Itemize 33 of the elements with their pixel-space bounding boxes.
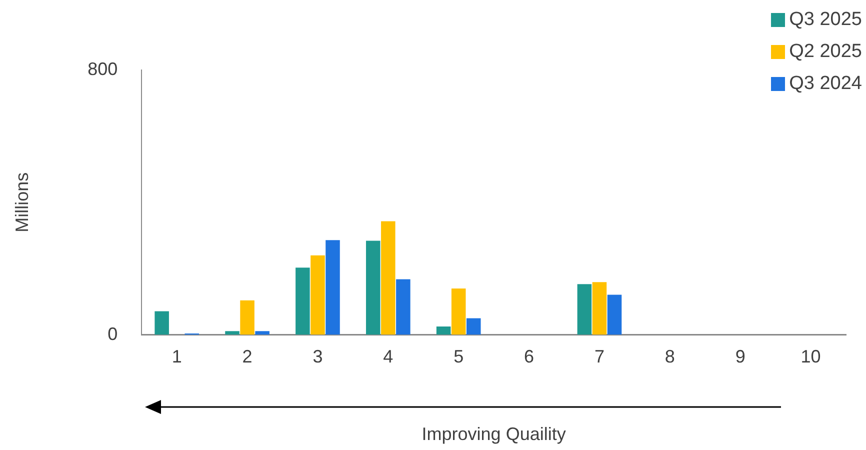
x-tick-label: 9: [735, 346, 746, 367]
bar: [326, 240, 340, 335]
x-tick-label: 3: [312, 346, 323, 367]
bar: [154, 311, 169, 335]
bar: [451, 288, 466, 335]
bar: [366, 240, 380, 335]
x-tick-label: 6: [524, 346, 534, 367]
x-tick-label: 4: [383, 346, 394, 367]
bar: [436, 326, 451, 335]
bar: [240, 300, 254, 335]
x-tick-label: 8: [664, 346, 675, 367]
y-tick-label: 0: [108, 324, 118, 344]
bar: [577, 284, 592, 335]
x-tick-label: 2: [242, 346, 252, 367]
legend-label: Q3 2025: [789, 9, 862, 31]
bar: [296, 268, 310, 335]
x-axis-title: Improving Quaility: [422, 424, 566, 444]
bar: [592, 282, 607, 335]
x-tick-label: 7: [594, 346, 604, 367]
bar: [466, 318, 481, 335]
x-tick-label: 1: [172, 346, 182, 367]
y-tick-label: 800: [88, 58, 118, 79]
legend-label: Q2 2025: [789, 41, 862, 63]
bar: [310, 255, 325, 335]
x-tick-label: 10: [800, 346, 821, 367]
y-axis-title: Millions: [12, 172, 32, 232]
legend-label: Q3 2024: [789, 73, 862, 95]
bar: [607, 294, 622, 335]
bar: [255, 331, 270, 335]
x-tick-label: 5: [454, 346, 464, 367]
bar: [381, 221, 396, 335]
bar: [225, 331, 240, 335]
bar: [396, 279, 410, 335]
